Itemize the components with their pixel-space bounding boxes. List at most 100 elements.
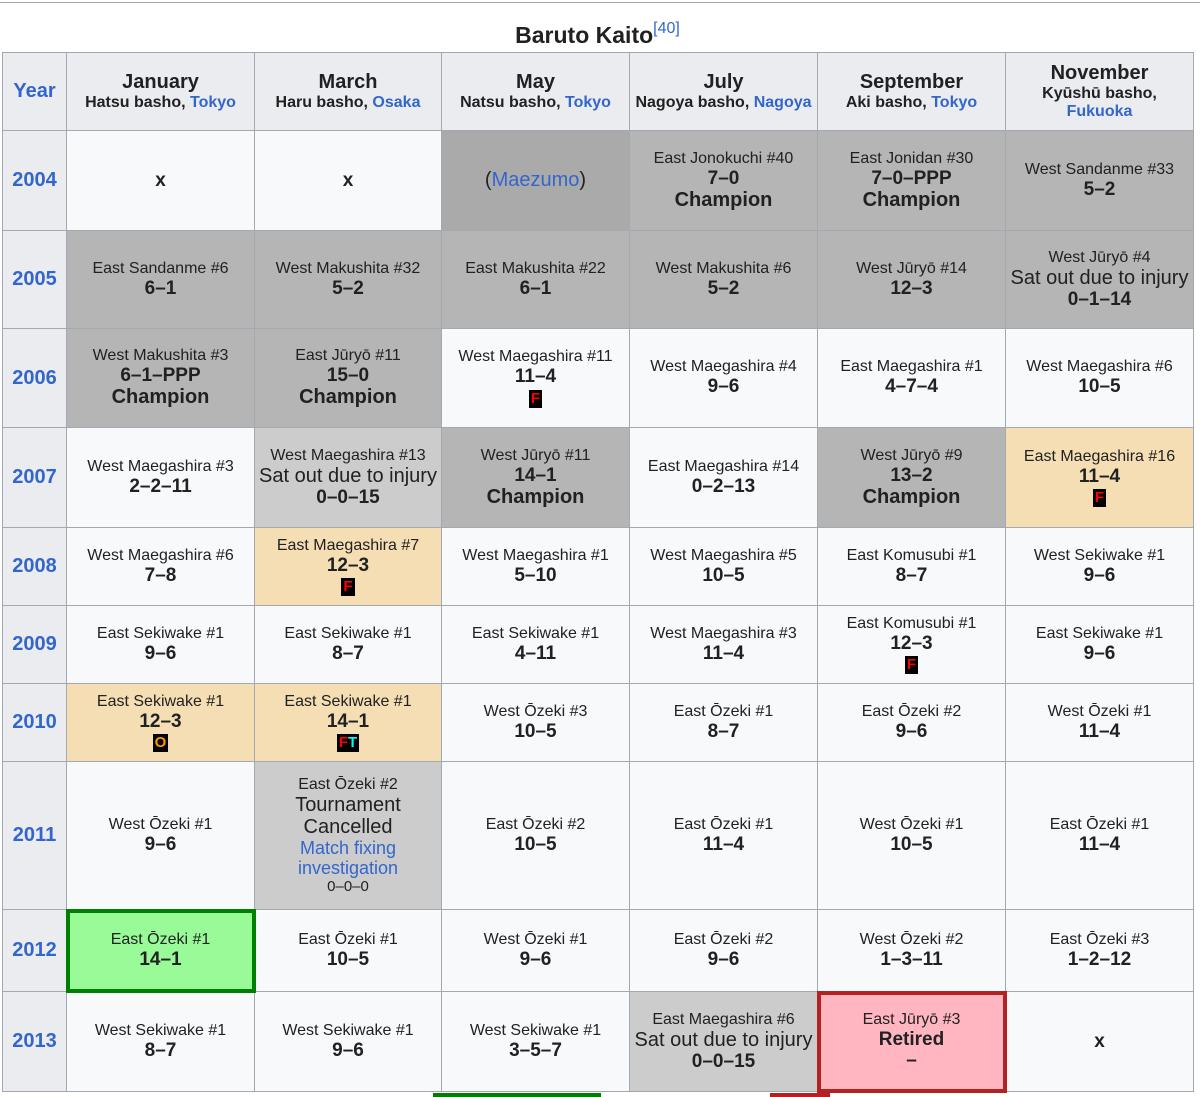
record: 9–6	[707, 376, 740, 398]
record: 13–2	[890, 464, 933, 486]
record: –	[906, 1050, 917, 1072]
city-link[interactable]: Nagoya	[753, 93, 812, 111]
record: 2–2–11	[129, 475, 192, 497]
reference-link[interactable]: [40]	[653, 20, 680, 37]
rank: East Ōzeki #1	[673, 702, 774, 720]
rank: East Maegashira #7	[276, 536, 420, 554]
header-may: May Natsu basho, Tokyo	[441, 52, 630, 131]
rank: West Jūryō #4	[1048, 248, 1151, 266]
legend-green-swatch	[433, 1093, 601, 1097]
record: 9–6	[332, 1039, 364, 1061]
rank: West Sekiwake #1	[469, 1021, 602, 1039]
record: 9–6	[1083, 564, 1116, 586]
prize-badge: FT	[336, 734, 360, 753]
year-link[interactable]: 2005	[2, 230, 67, 329]
city-link[interactable]: Tokyo	[564, 93, 611, 111]
rank: West Jūryō #11	[480, 446, 591, 464]
tournament-cell: East Sekiwake #1 8–7	[254, 605, 442, 684]
year-link[interactable]: 2012	[2, 909, 67, 992]
tournament-cell: East Ōzeki #1 10–5	[254, 909, 442, 992]
outstanding-performance-prize-icon: O	[154, 734, 167, 752]
rank: West Maegashira #6	[87, 546, 234, 564]
rank: East Sekiwake #1	[284, 692, 412, 710]
table-row: 2004 x x (Maezumo) East Jonokuchi #40 7–0 Cham…	[2, 130, 1194, 231]
tournament-cell: East Ōzeki #1 8–7	[629, 683, 818, 762]
tournament-cell: East Ōzeki #2 9–6	[817, 683, 1006, 762]
year-link[interactable]: 2006	[2, 328, 67, 428]
record: 5–2	[1083, 178, 1116, 200]
section-divider	[0, 2, 1200, 3]
rank: West Jūryō #14	[856, 259, 967, 277]
year-link[interactable]: 2010	[2, 683, 67, 762]
prize-badge: F	[341, 578, 355, 597]
champion-label: Champion	[111, 386, 210, 409]
record: 6–1–PPP	[120, 365, 201, 387]
tournament-cell: x	[66, 130, 255, 231]
city-link[interactable]: Tokyo	[931, 93, 978, 111]
year-link[interactable]: 2009	[2, 605, 67, 684]
tournament-cell: West Ōzeki #1 9–6	[66, 761, 255, 910]
city-link[interactable]: Osaka	[372, 93, 421, 111]
not-entered-mark: x	[342, 169, 354, 191]
record: 1–2–12	[1067, 948, 1132, 970]
record: 12–3	[890, 632, 933, 654]
record: 7–8	[144, 564, 177, 586]
fighting-spirit-prize-icon: F	[1094, 489, 1105, 507]
basho-name: Kyūshū basho,	[1042, 84, 1157, 102]
record: Retired	[878, 1029, 945, 1051]
tournament-cell: West Sandanme #33 5–2	[1005, 130, 1194, 231]
header-year-link[interactable]: Year	[2, 52, 67, 131]
rank: West Sekiwake #1	[282, 1021, 414, 1039]
basho-location: Aki basho, Tokyo	[822, 94, 1001, 112]
record: 7–0	[707, 167, 740, 189]
city-link[interactable]: Fukuoka	[1066, 102, 1133, 120]
record: 5–2	[332, 277, 364, 299]
rank: East Ōzeki #1	[110, 930, 211, 948]
year-link[interactable]: 2013	[2, 991, 67, 1092]
record: 12–3	[326, 554, 370, 576]
tournament-cell: East Sandanme #6 6–1	[66, 230, 255, 329]
rank: West Maegashira #3	[650, 624, 797, 642]
year-link[interactable]: 2004	[2, 130, 67, 231]
rank: East Ōzeki #2	[861, 702, 962, 720]
match-fixing-link[interactable]: Match fixing investigation	[297, 838, 399, 879]
not-entered-mark: x	[155, 169, 166, 191]
tournament-cell: West Maegashira #6 10–5	[1005, 328, 1194, 428]
tournament-cell: East Jūryō #11 15–0 Champion	[254, 328, 442, 428]
maezumo-link[interactable]: (Maezumo)	[484, 169, 587, 192]
tournament-cell: West Jūryō #14 12–3	[817, 230, 1006, 329]
record: 11–4	[514, 366, 557, 388]
city-link[interactable]: Tokyo	[189, 93, 236, 111]
basho-name: Hatsu basho,	[85, 93, 190, 111]
rank: East Maegashira #16	[1023, 447, 1176, 465]
tournament-cell: West Maegashira #13 Sat out due to injury…	[254, 427, 442, 528]
record: 11–4	[1078, 833, 1121, 855]
basho-location: Hatsu basho, Tokyo	[71, 94, 250, 112]
rank: East Sandanme #6	[92, 259, 229, 277]
table-caption: Baruto Kaito[40]	[0, 20, 1195, 49]
prize-badge: F	[904, 656, 919, 675]
header-november: November Kyūshū basho, Fukuoka	[1005, 52, 1194, 131]
record: 14–1	[139, 948, 182, 970]
rank: West Maegashira #13	[270, 446, 426, 464]
table-row: 2005 East Sandanme #6 6–1 West Makushita #3…	[2, 230, 1194, 329]
table-title: Baruto Kaito	[515, 22, 654, 48]
record: 12–3	[139, 710, 182, 732]
year-link[interactable]: 2008	[2, 527, 67, 606]
year-link[interactable]: 2007	[2, 427, 67, 528]
rank: West Ōzeki #1	[859, 815, 964, 833]
tournament-cell: East Komusubi #1 12–3 F	[817, 605, 1006, 684]
prize-badge: F	[528, 389, 543, 408]
tournament-cell: West Ōzeki #3 10–5	[441, 683, 630, 762]
record: 6–1	[144, 277, 177, 299]
rank: West Sekiwake #1	[94, 1021, 227, 1039]
sumo-record-table: Year January Hatsu basho, Tokyo March Haru …	[2, 52, 1194, 1093]
record: 9–6	[144, 642, 177, 664]
record: 11–4	[1078, 465, 1121, 487]
record: 14–1	[514, 464, 557, 486]
record: 5–10	[514, 564, 557, 586]
record: 11–4	[702, 833, 745, 855]
maezumo-link-text[interactable]: Maezumo	[491, 169, 580, 192]
year-link[interactable]: 2011	[2, 761, 67, 910]
tournament-cell: West Maegashira #11 11–4 F	[441, 328, 630, 428]
